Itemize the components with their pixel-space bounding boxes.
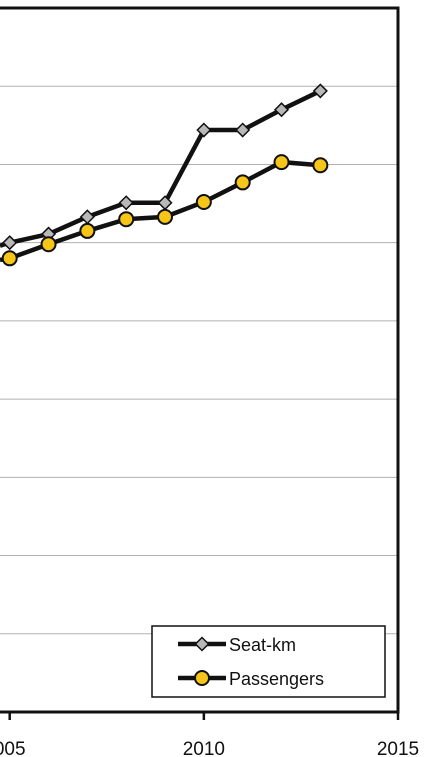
gridlines [0, 85, 398, 635]
legend-label-1: Passengers [229, 669, 324, 689]
data-point-passengers-2 [40, 236, 57, 253]
data-point-passengers-8 [273, 154, 290, 171]
series-passengers [0, 154, 329, 267]
data-point-seat-km-4 [118, 195, 134, 211]
series-line-seat-km [0, 88, 322, 248]
data-point-passengers-3 [79, 222, 96, 239]
axes [0, 6, 400, 720]
data-point-passengers-5 [157, 208, 174, 225]
data-point-seat-km-3 [79, 209, 95, 225]
legend-box [151, 625, 386, 698]
legend-swatch-marker-0 [194, 636, 210, 652]
series-seat-km [0, 83, 328, 251]
data-point-passengers-1 [1, 250, 18, 267]
data-point-passengers-6 [195, 193, 212, 210]
series-layer [0, 83, 329, 267]
data-point-seat-km-6 [196, 122, 212, 138]
data-point-seat-km-8 [273, 102, 290, 118]
data-point-seat-km-9 [312, 83, 328, 99]
data-point-passengers-4 [118, 211, 135, 228]
data-point-passengers-7 [234, 174, 251, 191]
x-tick-label-2: 2015 [377, 739, 419, 757]
legend: Seat-km Passengers [151, 625, 386, 698]
x-tick-label-0: 005 [0, 739, 26, 757]
data-point-seat-km-7 [235, 122, 251, 138]
data-point-passengers-9 [312, 157, 329, 174]
x-tick-label-1: 2010 [183, 739, 225, 757]
legend-swatch-marker-1 [194, 670, 210, 686]
data-point-seat-km-1 [2, 235, 18, 251]
x-tick-labels: 005 2010 2015 [0, 739, 419, 757]
legend-label-0: Seat-km [229, 635, 296, 655]
series-line-passengers [0, 159, 321, 263]
